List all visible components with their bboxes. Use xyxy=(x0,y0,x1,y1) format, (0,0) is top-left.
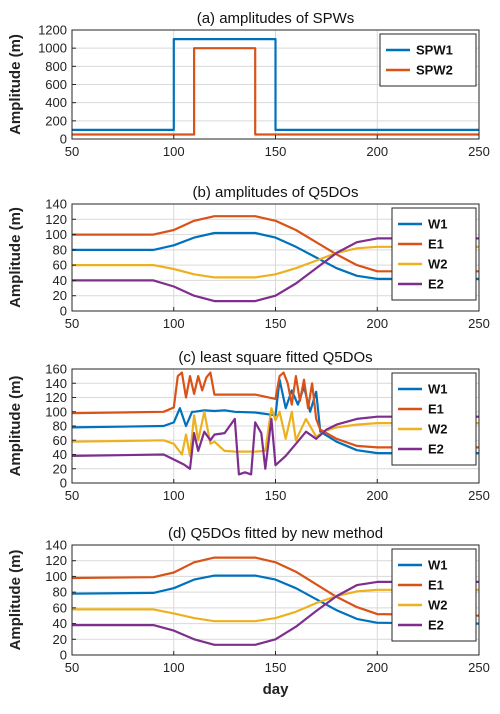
y-tick-label: 40 xyxy=(53,447,67,462)
series-line-w2 xyxy=(72,588,479,623)
y-tick-label: 0 xyxy=(60,132,67,147)
x-tick-label: 150 xyxy=(265,144,287,159)
y-tick-label: 60 xyxy=(53,433,67,448)
y-tick-label: 400 xyxy=(45,95,67,110)
y-tick-label: 1000 xyxy=(38,41,67,56)
legend: W1 E1 W2 E2 xyxy=(391,207,477,301)
series-line-e1 xyxy=(71,371,479,449)
series-line-e1 xyxy=(71,556,480,617)
x-tick-label: 150 xyxy=(265,316,287,331)
x-tick-label: 50 xyxy=(65,488,79,503)
chart-title: (a) amplitudes of SPWs xyxy=(197,10,355,27)
series-line-w1 xyxy=(71,574,480,625)
chart-title: (b) amplitudes of Q5DOs xyxy=(193,184,359,201)
y-tick-label: 80 xyxy=(53,585,67,600)
series-line-w1 xyxy=(71,378,479,455)
x-tick-label: 150 xyxy=(265,488,287,503)
x-tick-label: 250 xyxy=(468,660,490,675)
y-tick-label: 40 xyxy=(53,273,67,288)
y-tick-label: 0 xyxy=(60,476,67,491)
y-tick-label: 800 xyxy=(45,59,67,74)
legend-label-e2: E2 xyxy=(428,442,444,457)
x-tick-label: 150 xyxy=(265,660,287,675)
legend-label-e1: E1 xyxy=(428,402,444,417)
y-tick-label: 0 xyxy=(60,304,67,319)
series-line-e2 xyxy=(71,415,479,476)
y-tick-label: 60 xyxy=(53,258,67,273)
chart-title: (c) least square fitted Q5DOs xyxy=(178,349,372,366)
legend-label-spw1: SPW1 xyxy=(416,43,453,58)
series-line-e2 xyxy=(72,237,479,303)
legend-box xyxy=(379,33,477,87)
series-line-w2 xyxy=(72,245,479,279)
x-tick-label: 50 xyxy=(65,316,79,331)
x-tick-label: 200 xyxy=(366,660,388,675)
x-tick-label: 100 xyxy=(163,488,185,503)
legend-label-w2: W2 xyxy=(428,598,448,613)
y-tick-label: 140 xyxy=(45,376,67,391)
y-axis-label: Amplitude (m) xyxy=(7,34,24,135)
legend: SPW1 SPW2 xyxy=(379,33,477,87)
legend-label-w2: W2 xyxy=(428,257,448,272)
x-tick-label: 50 xyxy=(65,660,79,675)
x-tick-label: 250 xyxy=(468,488,490,503)
chart-panel-1: 50 100 150 200 250 0 200 400 600 800 1000 1200 (a) a… xyxy=(7,10,490,159)
y-tick-label: 40 xyxy=(53,616,67,631)
x-tick-label: 100 xyxy=(163,316,185,331)
y-axis-label: Amplitude (m) xyxy=(7,207,24,308)
x-tick-label: 200 xyxy=(366,316,388,331)
legend: W1 E1 W2 E2 xyxy=(391,372,477,466)
x-axis-label: day xyxy=(263,681,290,698)
y-tick-label: 80 xyxy=(53,419,67,434)
y-tick-label: 100 xyxy=(45,404,67,419)
x-tick-label: 100 xyxy=(163,144,185,159)
chart-title: (d) Q5DOs fitted by new method xyxy=(168,525,383,542)
x-tick-label: 50 xyxy=(65,144,79,159)
x-tick-label: 250 xyxy=(468,316,490,331)
y-tick-label: 100 xyxy=(45,569,67,584)
y-tick-label: 100 xyxy=(45,227,67,242)
legend-label-e2: E2 xyxy=(428,277,444,292)
x-tick-label: 200 xyxy=(366,144,388,159)
y-tick-label: 0 xyxy=(60,648,67,663)
y-tick-label: 1200 xyxy=(38,23,67,38)
y-tick-label: 140 xyxy=(45,538,67,553)
y-tick-label: 120 xyxy=(45,212,67,227)
legend: W1 E1 W2 E2 xyxy=(391,548,477,642)
y-tick-label: 600 xyxy=(45,77,67,92)
legend-label-e2: E2 xyxy=(428,618,444,633)
legend-label-e1: E1 xyxy=(428,237,444,252)
legend-label-w2: W2 xyxy=(428,422,448,437)
y-tick-label: 200 xyxy=(45,113,67,128)
y-tick-label: 20 xyxy=(53,288,67,303)
series-line-spw1 xyxy=(72,37,479,131)
y-tick-label: 80 xyxy=(53,242,67,257)
x-tick-label: 200 xyxy=(366,488,388,503)
legend-label-w1: W1 xyxy=(428,217,448,232)
y-axis-label: Amplitude (m) xyxy=(7,376,24,477)
y-tick-label: 20 xyxy=(53,632,67,647)
y-tick-label: 160 xyxy=(45,362,67,377)
x-tick-label: 250 xyxy=(468,144,490,159)
y-tick-label: 20 xyxy=(53,461,67,476)
series-line-spw2 xyxy=(72,47,479,136)
series-line-e2 xyxy=(72,580,479,646)
x-tick-label: 100 xyxy=(163,660,185,675)
y-axis-label: Amplitude (m) xyxy=(7,550,24,651)
y-tick-label: 140 xyxy=(45,197,67,212)
y-tick-label: 60 xyxy=(53,600,67,615)
legend-label-w1: W1 xyxy=(428,558,448,573)
series-line-e1 xyxy=(72,215,479,273)
y-tick-label: 120 xyxy=(45,390,67,405)
legend-label-e1: E1 xyxy=(428,578,444,593)
legend-label-spw2: SPW2 xyxy=(416,63,453,78)
series-line-w1 xyxy=(72,231,479,280)
legend-label-w1: W1 xyxy=(428,382,448,397)
y-tick-label: 120 xyxy=(45,553,67,568)
